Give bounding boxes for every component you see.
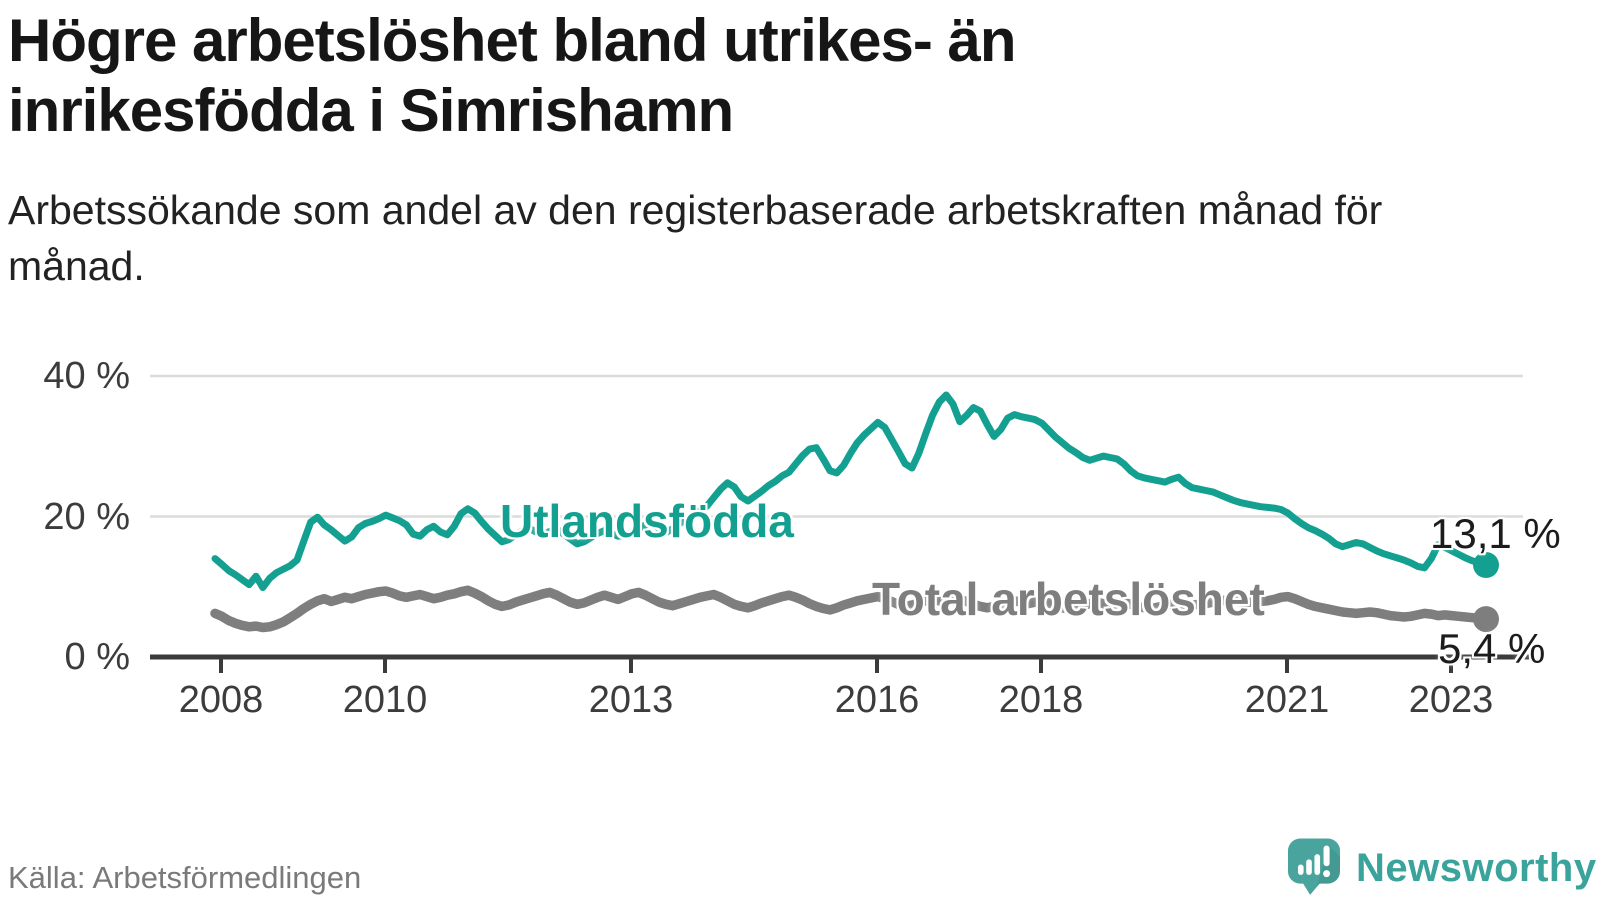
newsworthy-logo: Newsworthy (1288, 836, 1600, 900)
y-axis-tick-label: 0 % (64, 636, 130, 678)
page-title: Högre arbetslöshet bland utrikes- än inr… (8, 7, 1017, 144)
x-axis-tick-label: 2013 (588, 679, 674, 721)
series-label-utlandsfodda: Utlandsfödda (500, 495, 794, 547)
x-axis-tick-label: 2018 (998, 679, 1084, 721)
x-axis-tick-label: 2008 (178, 679, 264, 721)
end-value-label-utlandsfodda: 13,1 % (1430, 510, 1561, 557)
source-note: Källa: Arbetsförmedlingen (8, 860, 362, 895)
x-axis-tick-label: 2021 (1244, 679, 1330, 721)
end-value-label-total: 5,4 % (1438, 625, 1546, 672)
newsworthy-wordmark: Newsworthy (1356, 845, 1597, 890)
y-axis-tick-label: 20 % (43, 495, 130, 538)
newsworthy-speech-bubble-chart-icon (1288, 838, 1340, 895)
page-subtitle: Arbetssökande som andel av den registerb… (8, 187, 1383, 289)
x-axis-tick-label: 2016 (834, 679, 920, 721)
x-axis-tick-label: 2010 (342, 679, 428, 721)
x-axis-tick-label: 2023 (1408, 679, 1494, 721)
series-label-total-arbetsloshet: Total arbetslöshet (872, 573, 1265, 625)
y-axis-tick-label: 40 % (43, 355, 130, 397)
line-chart-canvas (150, 374, 1532, 673)
